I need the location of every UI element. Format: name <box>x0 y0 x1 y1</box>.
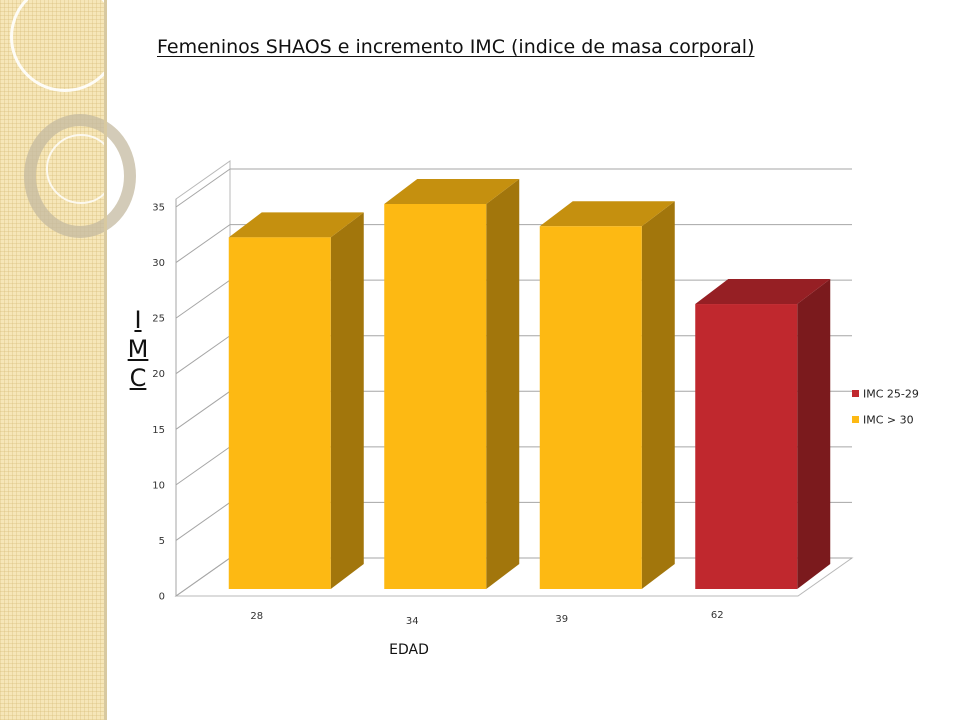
bar-side <box>330 212 364 590</box>
x-tick-label: 34 <box>406 616 419 627</box>
y-tick-label: 25 <box>152 314 165 325</box>
y-axis-label-letter: I <box>134 306 142 334</box>
y-axis-label-letter: C <box>129 364 147 392</box>
y-tick-label: 10 <box>152 480 165 491</box>
y-axis-label-letter: M <box>127 335 149 363</box>
bar <box>228 237 331 590</box>
legend-label: IMC 25-29 <box>863 388 919 401</box>
decorative-ring <box>46 134 116 204</box>
chart-side-wall <box>175 160 231 597</box>
y-axis-label: I M C <box>124 306 152 393</box>
x-tick-label: 39 <box>555 614 568 625</box>
bar <box>695 304 798 589</box>
bar-top <box>539 201 675 227</box>
y-tick-label: 0 <box>159 592 165 603</box>
x-tick-label: 62 <box>711 610 724 621</box>
bar-top <box>695 279 831 305</box>
decorative-ring <box>10 0 120 92</box>
slide-title: Femeninos SHAOS e incremento IMC (indice… <box>157 36 755 58</box>
decorative-side-panel <box>0 0 136 720</box>
bar <box>539 226 642 589</box>
bar-side <box>641 201 675 589</box>
gridline <box>175 168 852 208</box>
side-panel-border <box>104 0 107 720</box>
x-axis-title: EDAD <box>389 642 429 658</box>
legend-swatch <box>852 416 859 423</box>
bar <box>384 204 487 589</box>
legend-label: IMC > 30 <box>863 414 914 427</box>
legend-swatch <box>852 390 859 397</box>
y-tick-label: 15 <box>152 425 165 436</box>
y-tick-label: 20 <box>152 369 165 380</box>
y-tick-label: 35 <box>152 203 165 214</box>
bar-top <box>384 179 520 204</box>
y-tick-label: 5 <box>159 536 165 547</box>
x-tick-label: 28 <box>250 611 263 622</box>
bar-side <box>486 179 520 589</box>
bar-top <box>228 212 364 238</box>
y-tick-label: 30 <box>152 258 165 269</box>
bar-side <box>797 279 831 589</box>
